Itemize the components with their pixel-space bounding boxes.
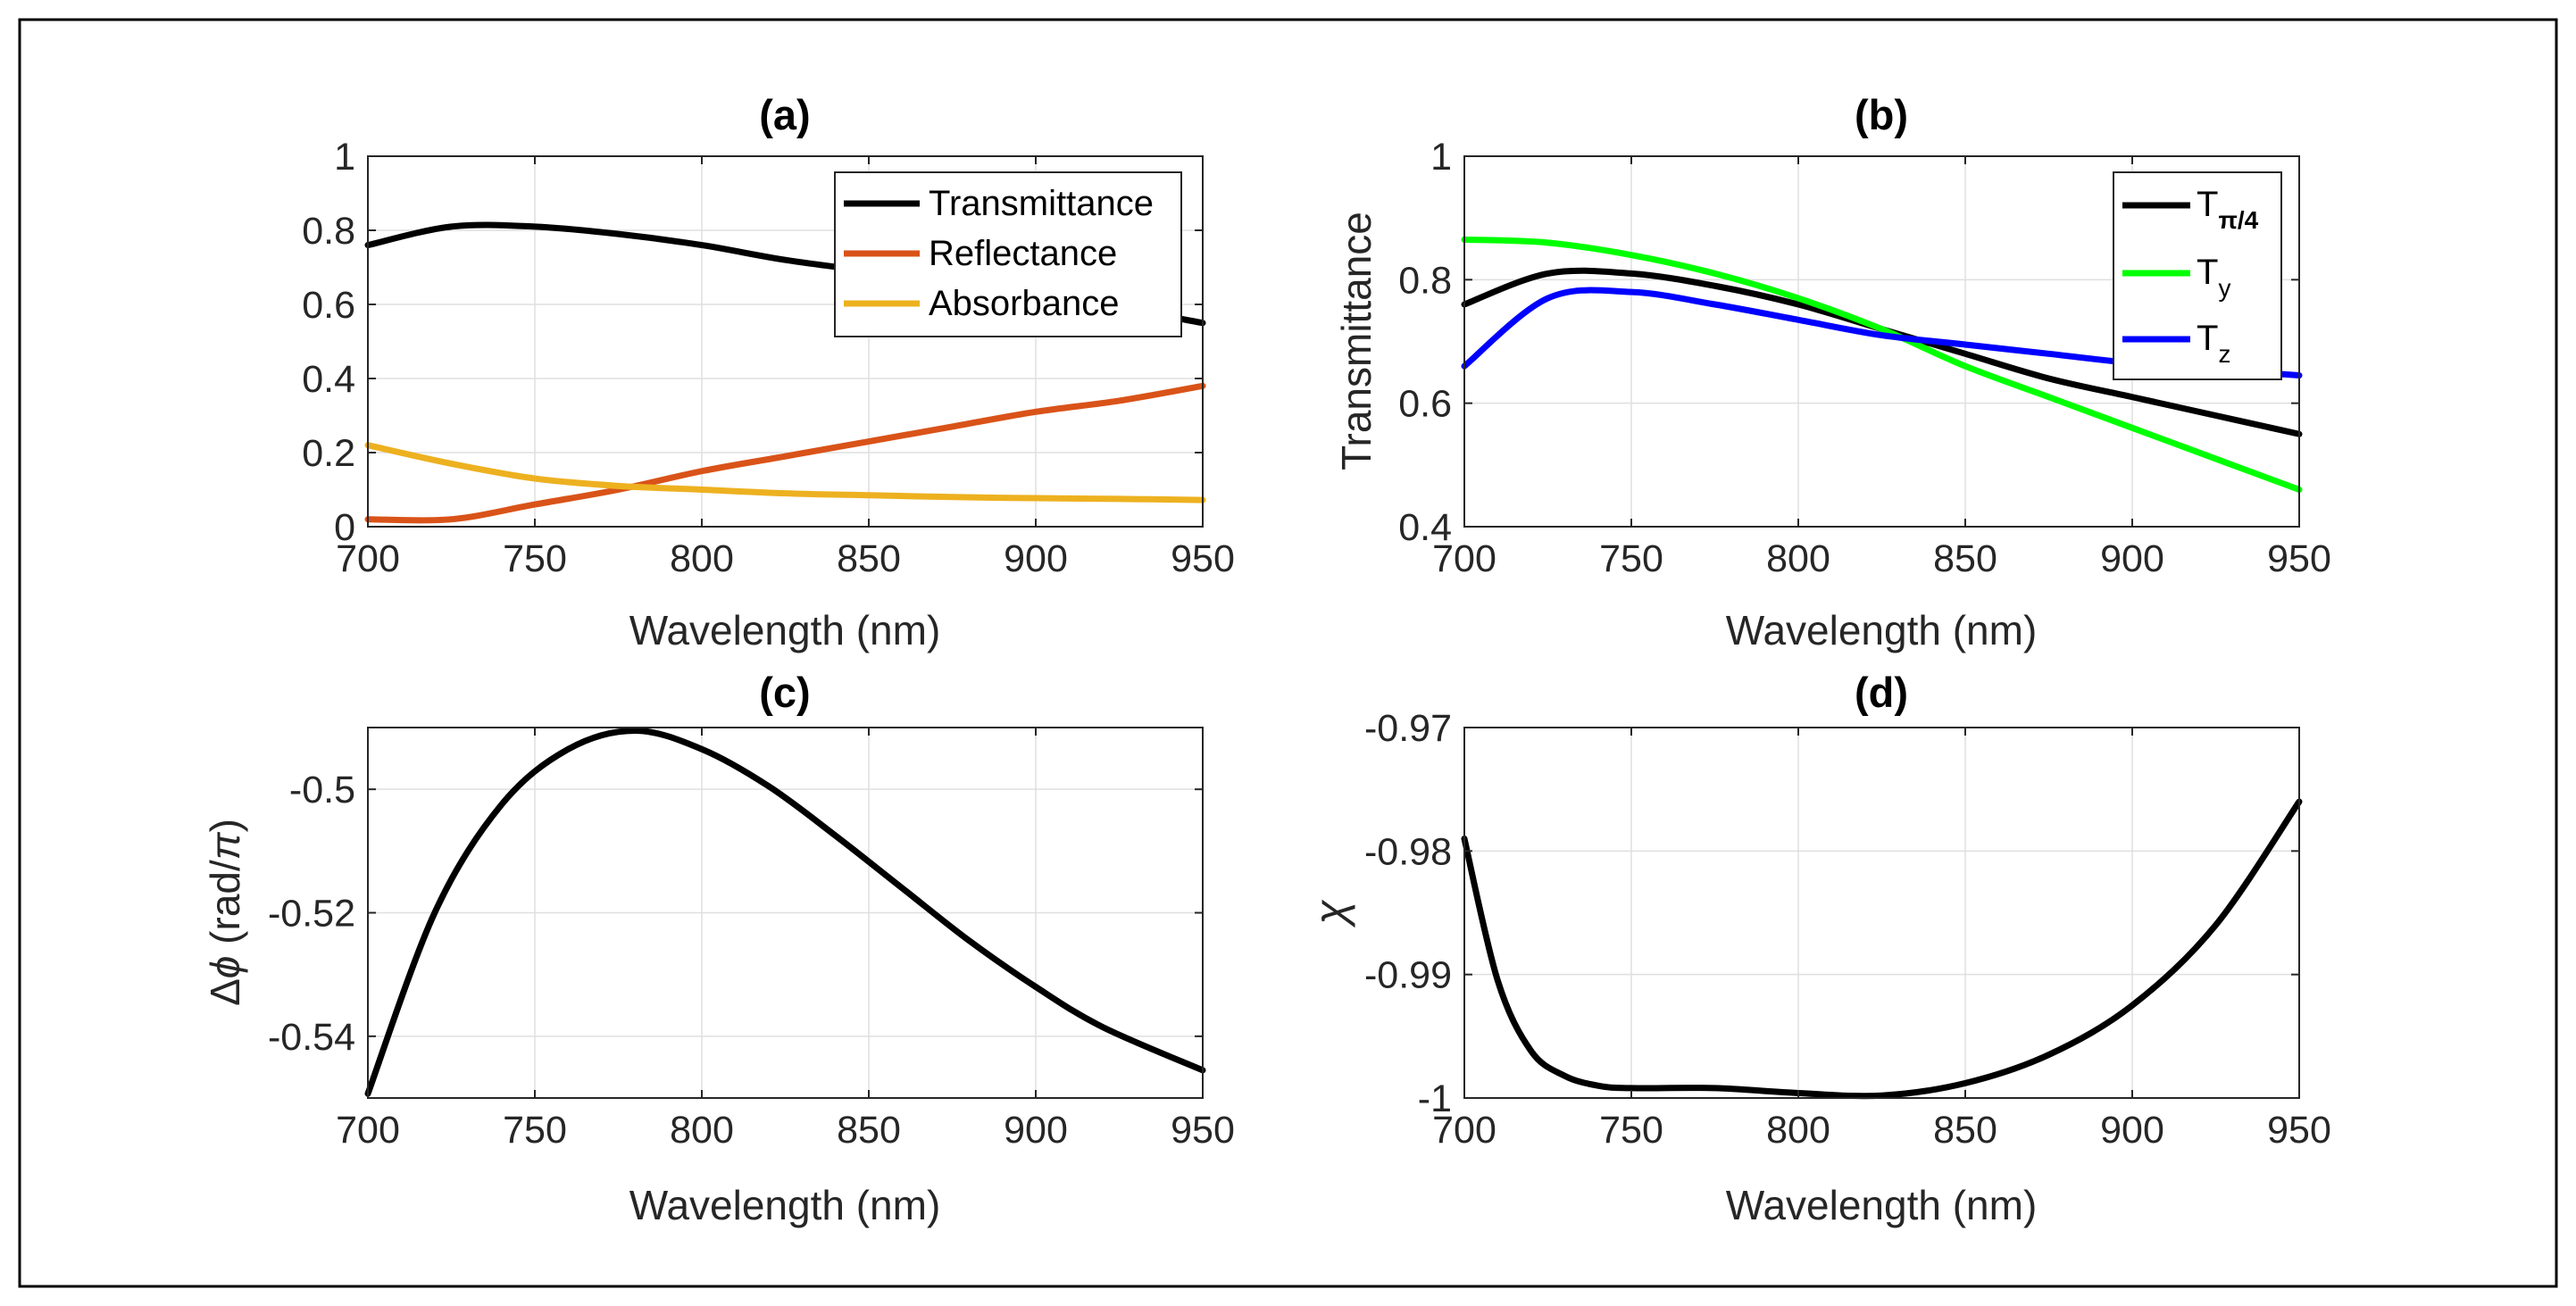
panel-d-xtick-label-850: 850: [1933, 1109, 1997, 1152]
panel-c-xlabel: Wavelength (nm): [629, 1182, 941, 1228]
panel-a-ytick-label-1: 0.2: [302, 432, 355, 475]
panel-b-series-t-y: [1461, 236, 2303, 493]
panel-c-xtick-label-850: 850: [837, 1109, 901, 1152]
legend-label-t-y-main: T: [2197, 253, 2218, 292]
panel-c-xtick-label-700: 700: [336, 1109, 400, 1152]
legend-label-t-pi4-sub: π/4: [2218, 206, 2258, 234]
panel-d-xtick-label-900: 900: [2100, 1109, 2164, 1152]
panel-c-ytick-label-1: -0.52: [268, 893, 355, 936]
panel-b-ytick-label-2: 0.8: [1398, 259, 1452, 302]
panel-c-ytick-label-2: -0.5: [289, 769, 355, 811]
panel-d-xtick-label-700: 700: [1432, 1109, 1496, 1152]
panel-a-xtick-label-800: 800: [670, 537, 734, 580]
panel-a-ticks: 700 750 800 850 900 950 0 0.2 0.4 0.6 0.8 1: [302, 136, 1235, 580]
legend-label-t-y-sub: y: [2218, 274, 2230, 302]
panel-c-series: [364, 727, 1206, 1097]
panel-a-series-reflectance: [364, 382, 1206, 524]
panel-a-xtick-label-850: 850: [837, 537, 901, 580]
panel-d-title: (d): [1855, 669, 1908, 716]
panel-c-ylabel-close: ): [202, 819, 248, 832]
panel-d-grid: [1464, 728, 2299, 1098]
legend-label-t-pi4-main: T: [2197, 185, 2218, 224]
panel-a-xtick-label-750: 750: [503, 537, 567, 580]
panel-b-xlabel: Wavelength (nm): [1726, 607, 2038, 653]
panel-c-ylabel-unit: (rad/: [202, 860, 248, 956]
panel-c-ylabel-phi: ϕ: [202, 956, 248, 979]
panel-d-plot-area: [1463, 727, 2300, 1099]
panel-c-xtick-label-800: 800: [670, 1109, 734, 1152]
panel-d-xtick-label-750: 750: [1599, 1109, 1663, 1152]
panel-a-ytick-label-0: 0: [334, 506, 355, 549]
panel-c-ylabel-pi: π: [202, 831, 248, 860]
panel-a-legend: Transmittance Reflectance Absorbance: [834, 171, 1182, 337]
panel-c-xtick-label-750: 750: [503, 1109, 567, 1152]
panel-d-xlabel: Wavelength (nm): [1726, 1182, 2038, 1228]
panel-b-ytick-label-1: 0.6: [1398, 383, 1452, 426]
panel-b-xtick-label-750: 750: [1599, 537, 1663, 580]
panel-d-series-series-0: [1461, 798, 2303, 1100]
panel-a-ytick-label-3: 0.6: [302, 284, 355, 327]
legend-label-reflectance: Reflectance: [929, 234, 1117, 273]
panel-d-ylabel: χ: [1305, 900, 1355, 928]
panel-b-legend: Tπ/4 Ty Tz: [2113, 171, 2282, 380]
panel-a: 700 750 800 850 900 950 0 0.2 0.4 0.6 0.8 1 (a) Wav…: [302, 91, 1235, 653]
panel-d: 700 750 800 850 900 950-1-0.99-0.98-0.97 (d) …: [1305, 669, 2331, 1228]
panel-b-ticks: 700 750 800 850 900 950 0.4 0.6 0.8 1: [1398, 136, 2331, 580]
panel-a-title: (a): [759, 91, 810, 138]
panel-a-ytick-label-4: 0.8: [302, 210, 355, 253]
panel-c-xtick-label-950: 950: [1171, 1109, 1235, 1152]
panel-b-ytick-label-0: 0.4: [1398, 506, 1452, 549]
panel-b-axis-border: [1463, 155, 2300, 528]
panel-a-xtick-label-700: 700: [336, 537, 400, 580]
panel-a-ytick-label-5: 1: [334, 136, 355, 179]
panel-d-ytick-label-1: -0.99: [1364, 954, 1452, 997]
legend-label-t-pi4: Tπ/4: [2197, 185, 2259, 234]
panel-c-series-series-0: [364, 727, 1206, 1097]
panel-d-xtick-label-800: 800: [1766, 1109, 1830, 1152]
panel-d-axis-border: [1463, 727, 2300, 1099]
panel-a-xtick-label-900: 900: [1004, 537, 1068, 580]
panel-b-ytick-label-3: 1: [1430, 136, 1452, 179]
panel-c: 700 750 800 850 900 950 -0.54 -0.52 -0.5 (c) Wav…: [202, 669, 1235, 1228]
legend-label-t-z-sub: z: [2218, 340, 2230, 368]
panel-a-xlabel: Wavelength (nm): [629, 607, 941, 653]
panel-d-ytick-label-3: -0.97: [1364, 707, 1452, 750]
panel-d-ytick-label-2: -0.98: [1364, 830, 1452, 873]
legend-label-t-z-main: T: [2197, 319, 2218, 358]
panel-b: 700 750 800 850 900 950 0.4 0.6 0.8 1 (b) Wavelen…: [1333, 91, 2331, 653]
panel-a-xtick-label-950: 950: [1171, 537, 1235, 580]
panel-c-axis-border: [367, 727, 1204, 1099]
panel-d-ytick-label-0: -1: [1418, 1077, 1452, 1120]
panel-c-title: (c): [759, 669, 810, 716]
panel-d-series: [1461, 798, 2303, 1100]
panel-b-xtick-label-700: 700: [1432, 537, 1496, 580]
panel-c-ytick-label-0: -0.54: [268, 1016, 355, 1059]
panel-b-xtick-label-800: 800: [1766, 537, 1830, 580]
legend-label-t-y: Ty: [2197, 253, 2230, 302]
legend-label-absorbance: Absorbance: [929, 284, 1119, 323]
panel-b-xtick-label-850: 850: [1933, 537, 1997, 580]
panel-d-xtick-label-950: 950: [2267, 1109, 2331, 1152]
panel-b-ylabel: Transmittance: [1333, 212, 1380, 470]
figure-frame: [18, 18, 2558, 1288]
legend-label-transmittance: Transmittance: [929, 184, 1154, 223]
panel-a-axis-border: [367, 155, 1204, 528]
panel-c-grid: [368, 728, 1203, 1098]
panel-b-title: (b): [1855, 91, 1908, 138]
legend-label-t-z: Tz: [2197, 319, 2230, 368]
panel-a-series-absorbance: [364, 442, 1206, 503]
panel-b-xtick-label-900: 900: [2100, 537, 2164, 580]
panel-a-ytick-label-2: 0.4: [302, 358, 355, 401]
panel-c-ylabel: Δϕ (rad/π): [202, 819, 248, 1006]
panel-c-xtick-label-900: 900: [1004, 1109, 1068, 1152]
panel-c-ylabel-delta: Δ: [202, 978, 248, 1006]
panel-b-xtick-label-950: 950: [2267, 537, 2331, 580]
panel-c-ticks: 700 750 800 850 900 950 -0.54 -0.52 -0.5: [268, 728, 1235, 1152]
